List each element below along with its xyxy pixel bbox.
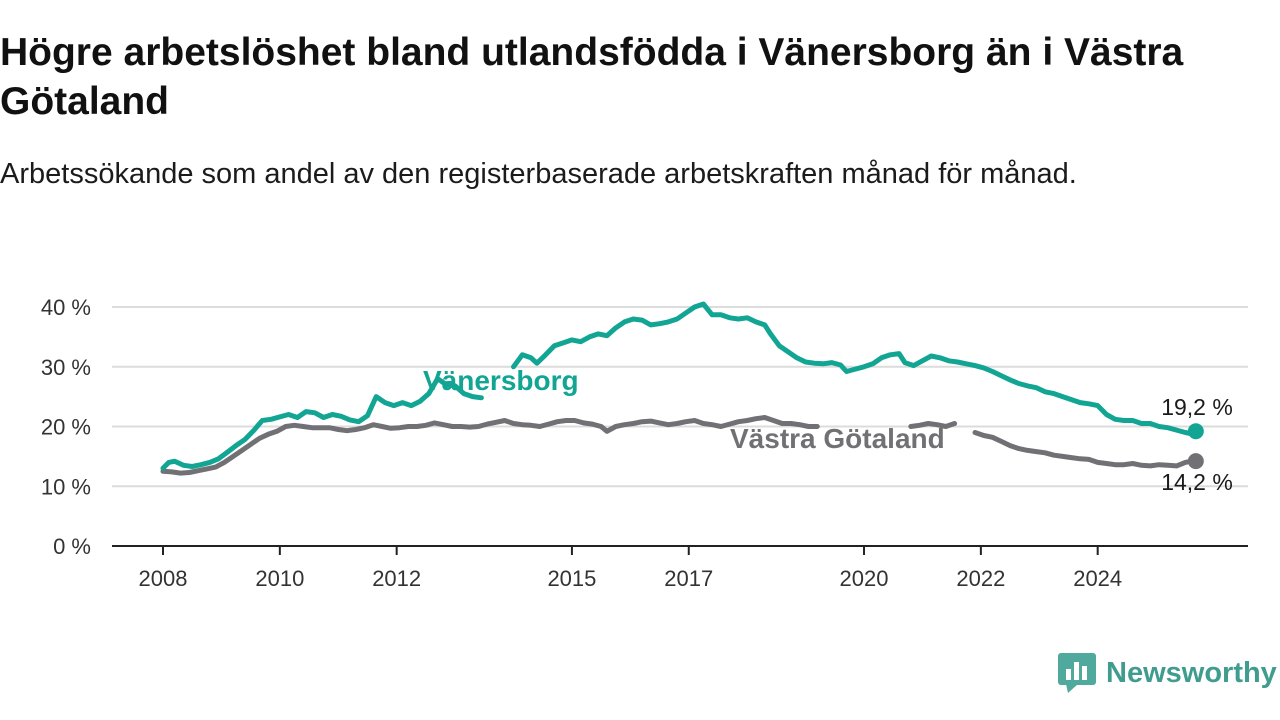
end-markers <box>1187 423 1204 470</box>
y-tick-label: 30 % <box>41 355 91 380</box>
end-label-vastra-gotaland: 14,2 % <box>1161 469 1233 495</box>
x-tick-label: 2022 <box>956 566 1005 591</box>
newsworthy-logo-icon <box>1058 653 1096 693</box>
newsworthy-logo: Newsworthy <box>1058 652 1277 694</box>
y-tick-label: 20 % <box>41 415 91 440</box>
y-tick-label: 10 % <box>41 474 91 499</box>
chart-subtitle: Arbetssökande som andel av den registerb… <box>0 158 1077 190</box>
x-axis: 2008 2010 2012 2015 2017 2020 2022 2024 <box>112 545 1248 591</box>
x-tick-label: 2015 <box>547 566 596 591</box>
series-line-vanersborg <box>160 301 1199 471</box>
series-lines <box>160 301 1199 476</box>
x-tick-label: 2012 <box>372 566 421 591</box>
end-point-vanersborg <box>1187 423 1204 440</box>
x-tick-label: 2024 <box>1073 566 1122 591</box>
series-label-vanersborg: Vänersborg <box>423 365 579 396</box>
end-point-vastra-gotaland <box>1187 453 1204 470</box>
series-label-vastra-gotaland: Västra Götaland <box>730 423 945 454</box>
chart-title: Högre arbetslöshet bland utlandsfödda i … <box>0 31 1184 123</box>
brand-name: Newsworthy <box>1106 656 1277 689</box>
y-tick-label: 40 % <box>41 295 91 320</box>
y-tick-label: 0 % <box>53 534 91 559</box>
x-tick-label: 2008 <box>139 566 188 591</box>
end-label-vanersborg: 19,2 % <box>1161 394 1233 420</box>
x-tick-label: 2017 <box>664 566 713 591</box>
series-line-vastra-gotaland <box>160 415 1199 476</box>
x-tick-label: 2020 <box>840 566 889 591</box>
x-tick-label: 2010 <box>255 566 304 591</box>
y-axis-tick-labels: 0 % 10 % 20 % 30 % 40 % <box>41 295 91 559</box>
